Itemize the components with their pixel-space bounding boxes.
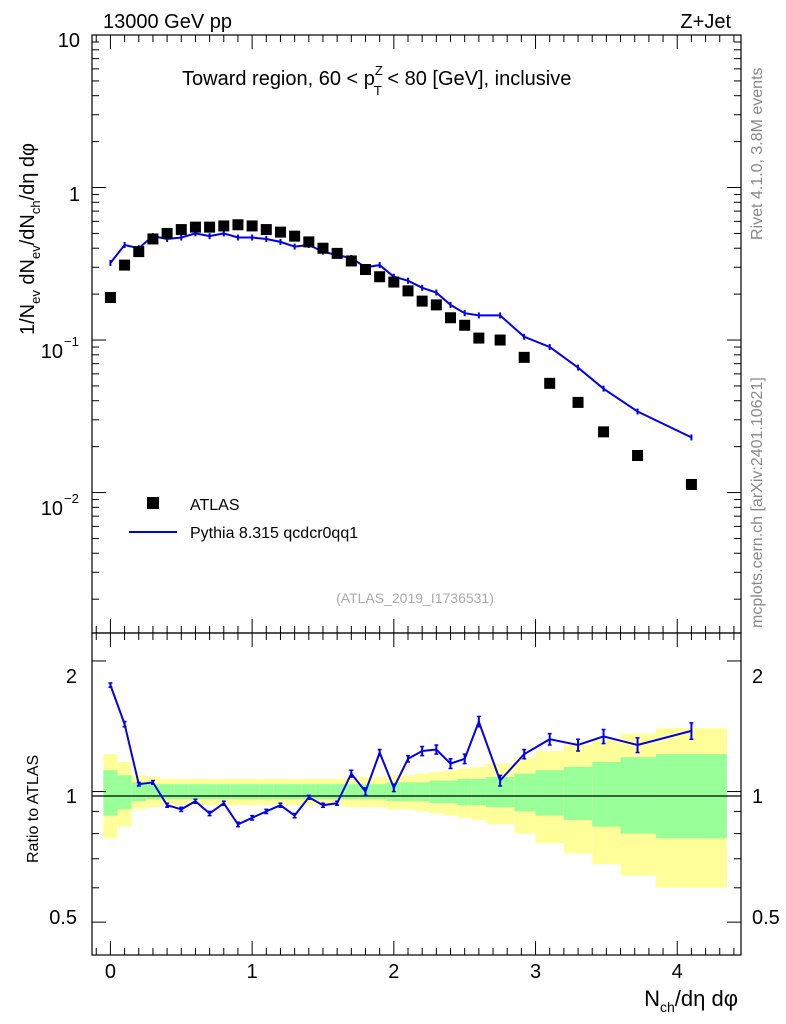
- atlas-point: [388, 276, 400, 288]
- band-inner: [202, 784, 217, 800]
- band-inner: [429, 780, 444, 804]
- band-inner: [273, 784, 288, 800]
- legend-data-marker: [147, 497, 159, 509]
- band-inner: [216, 784, 231, 800]
- atlas-point: [147, 233, 159, 245]
- band-inner: [315, 784, 331, 800]
- ratio-tick-left-2: 2: [66, 666, 77, 688]
- atlas-point: [274, 226, 286, 238]
- mc-curve-ratio: [109, 684, 692, 826]
- mc-ratio-error-bars: [108, 682, 694, 828]
- band-inner: [471, 778, 486, 806]
- ratio-plot-frame: [91, 632, 742, 956]
- legend-mc-label: Pythia 8.315 qcdcr0qq1: [190, 525, 358, 542]
- y-tick-label-0.01: 10: [41, 498, 63, 520]
- y-axis-label: 1/Nev dNev/dNch/dη dφ: [17, 143, 43, 335]
- ratio-uncertainty-bands: [103, 728, 727, 888]
- ratio-axis-label: Ratio to ATLAS: [25, 755, 42, 863]
- atlas-point: [459, 319, 471, 331]
- atlas-point: [402, 285, 414, 297]
- atlas-point: [189, 221, 201, 233]
- band-inner: [563, 766, 593, 820]
- band-inner: [592, 761, 621, 827]
- ratio-tick-right-0.5: 0.5: [752, 907, 780, 929]
- atlas-point: [598, 426, 610, 438]
- ratio-axis-ticks: [92, 633, 741, 955]
- y-tick-exp-0.1: −1: [64, 334, 79, 349]
- process-label: Z+Jet: [680, 11, 731, 33]
- atlas-point: [345, 255, 357, 267]
- mcplots-info: mcplots.cern.ch [arXiv:2401.10621]: [749, 377, 766, 628]
- band-inner: [230, 784, 246, 800]
- band-inner: [188, 784, 203, 800]
- atlas-point: [331, 247, 343, 259]
- atlas-point: [246, 220, 258, 232]
- atlas-point: [232, 219, 244, 231]
- x-tick-label: 4: [672, 961, 683, 983]
- y-tick-exp-0.01: −2: [64, 491, 79, 506]
- rivet-info: Rivet 4.1.0, 3.8M events: [749, 67, 766, 240]
- atlas-point: [572, 396, 584, 408]
- atlas-point: [161, 227, 173, 239]
- analysis-watermark: (ATLAS_2019_I1736531): [336, 590, 494, 606]
- atlas-point: [218, 220, 230, 232]
- atlas-point: [359, 264, 371, 276]
- x-tick-label: 3: [530, 961, 541, 983]
- collision-label: 13000 GeV pp: [103, 11, 232, 33]
- atlas-point: [175, 224, 187, 236]
- atlas-point: [303, 236, 315, 248]
- atlas-point: [685, 478, 697, 490]
- ratio-tick-right-2: 2: [752, 666, 763, 688]
- ratio-tick-left-1: 1: [66, 786, 77, 808]
- band-inner: [514, 773, 536, 812]
- band-inner: [344, 784, 359, 800]
- atlas-point: [374, 271, 386, 283]
- band-inner: [400, 782, 416, 802]
- atlas-point: [289, 230, 301, 242]
- mc-curve-main: [109, 232, 692, 439]
- atlas-point: [473, 332, 485, 344]
- y-tick-label-0.1: 10: [41, 341, 63, 363]
- atlas-point: [544, 377, 556, 389]
- ratio-tick-left-0.5: 0.5: [49, 907, 77, 929]
- band-inner: [174, 784, 189, 800]
- band-inner: [443, 780, 458, 804]
- atlas-point: [445, 312, 457, 324]
- atlas-point: [494, 334, 506, 346]
- atlas-point: [632, 449, 644, 461]
- x-tick-label: 1: [247, 961, 258, 983]
- ratio-tick-right-1: 1: [752, 786, 763, 808]
- atlas-point: [518, 351, 530, 363]
- atlas-point: [416, 295, 428, 307]
- atlas-point: [317, 242, 329, 254]
- atlas-point: [119, 259, 131, 271]
- x-tick-label: 2: [388, 961, 399, 983]
- band-inner: [259, 784, 274, 800]
- band-inner: [457, 778, 472, 806]
- x-tick-label: 0: [105, 961, 116, 983]
- y-tick-label-10: 10: [58, 30, 80, 52]
- mc-error-bars-main: [109, 230, 693, 441]
- band-inner: [535, 770, 564, 816]
- band-inner: [415, 782, 430, 802]
- legend-data-label: ATLAS: [190, 497, 240, 514]
- x-axis-label: Nch/dη dφ: [644, 986, 738, 1015]
- atlas-data-points: [104, 219, 697, 490]
- band-inner: [372, 784, 387, 800]
- band-inner: [103, 770, 118, 816]
- band-inner: [245, 784, 260, 800]
- band-inner: [287, 784, 302, 800]
- main-axis-ticks: [92, 34, 741, 633]
- atlas-point: [104, 292, 116, 304]
- atlas-point: [260, 224, 272, 236]
- atlas-point: [204, 221, 216, 233]
- band-inner: [117, 775, 132, 810]
- atlas-point: [430, 299, 442, 311]
- x-tick-labels: 0 1 2 3 4: [105, 961, 683, 983]
- plot-title: Toward region, 60 < pZ T < 80 [GeV], incl…: [182, 63, 571, 98]
- atlas-point: [133, 246, 145, 258]
- y-tick-label-1: 1: [69, 184, 80, 206]
- main-plot-frame: [91, 34, 742, 634]
